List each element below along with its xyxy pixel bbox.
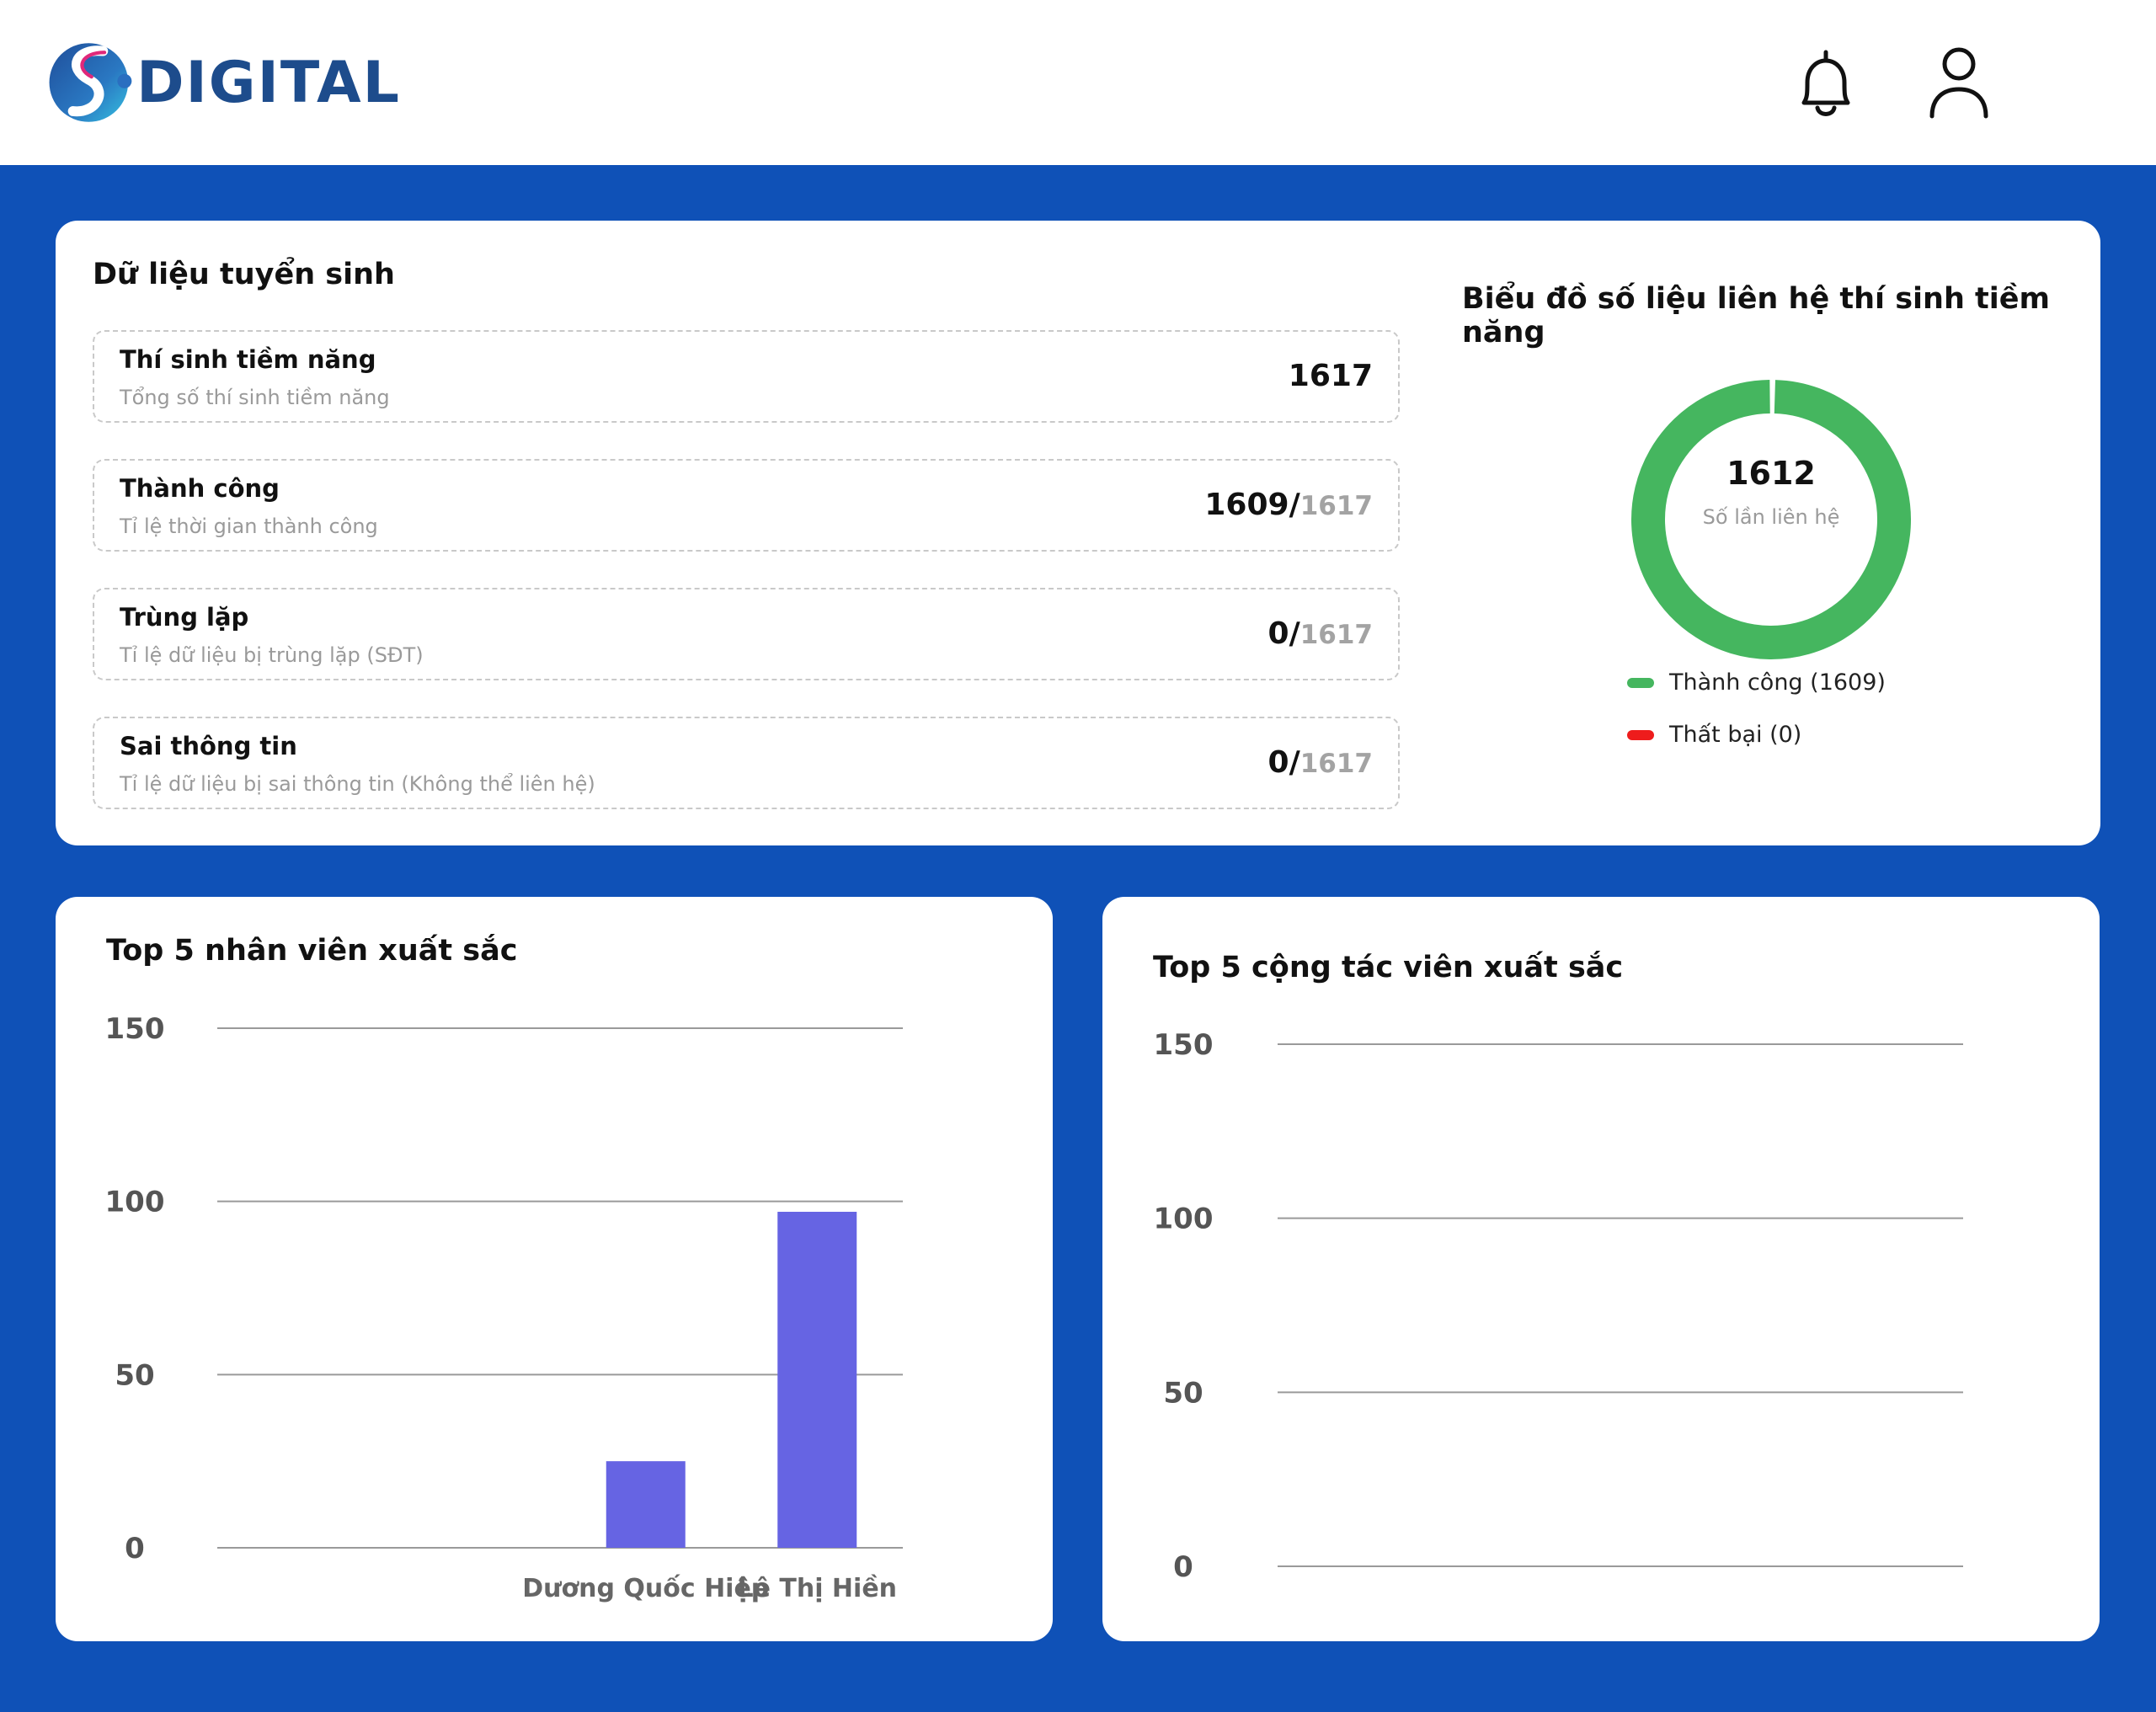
user-icon[interactable] [1925, 45, 1993, 121]
stat-title: Thành công [120, 474, 280, 503]
y-tick-label: 100 [1154, 1203, 1214, 1236]
legend-item-failure: Thất bại (0) [1627, 722, 1801, 748]
stat-wrong-info[interactable]: Sai thông tin Tỉ lệ dữ liệu bị sai thông… [93, 717, 1400, 809]
stat-count: 0/ [1267, 616, 1300, 651]
top-employees-card: Top 5 nhân viên xuất sắc 0 50 100 150 Dương … [56, 897, 1053, 1641]
top-collaborators-bar-chart: 0 50 100 150 [1154, 1028, 1963, 1584]
stat-value: 1609/1617 [1204, 488, 1373, 522]
stat-title: Sai thông tin [120, 732, 297, 760]
y-tick-label: 150 [105, 1012, 165, 1046]
y-tick-label: 50 [1163, 1376, 1203, 1410]
stat-title: Thí sinh tiềm năng [120, 345, 376, 374]
contact-donut-chart [1631, 380, 1911, 659]
stat-duplicate[interactable]: Trùng lặp Tỉ lệ dữ liệu bị trùng lặp (SĐ… [93, 588, 1400, 680]
stat-subtitle: Tổng số thí sinh tiềm năng [120, 386, 390, 409]
stat-success[interactable]: Thành công Tỉ lệ thời gian thành công 16… [93, 459, 1400, 552]
x-tick-label: Lê Thị Hiền [737, 1574, 897, 1603]
y-tick-label: 150 [1154, 1028, 1214, 1062]
brand-name: DIGITAL [136, 49, 401, 116]
legend-label: Thành công (1609) [1669, 669, 1886, 696]
y-tick-label: 50 [115, 1358, 154, 1392]
stat-subtitle: Tỉ lệ dữ liệu bị trùng lặp (SĐT) [120, 643, 424, 667]
stat-value: 0/1617 [1268, 745, 1373, 780]
stat-total: 1617 [1299, 749, 1373, 779]
donut-center-value: 1612 [1726, 455, 1816, 492]
legend-swatch [1627, 677, 1654, 688]
admissions-title: Dữ liệu tuyển sinh [93, 258, 395, 291]
stat-title: Trùng lặp [120, 603, 249, 632]
legend-label: Thất bại (0) [1669, 722, 1802, 748]
logo-mark-icon [49, 43, 132, 122]
y-tick-label: 0 [1173, 1550, 1193, 1584]
stat-total: 1617 [1299, 491, 1373, 521]
stat-count: 0/ [1267, 745, 1300, 780]
stat-potential-candidates[interactable]: Thí sinh tiềm năng Tổng số thí sinh tiềm… [93, 330, 1400, 423]
x-tick-label: Dương Quốc Hiệp [522, 1574, 769, 1603]
legend-item-success: Thành công (1609) [1627, 669, 1886, 696]
stat-total: 1617 [1299, 620, 1373, 650]
top-collaborators-card: Top 5 cộng tác viên xuất sắc 0 50 100 150 [1102, 897, 2100, 1641]
stat-subtitle: Tỉ lệ thời gian thành công [120, 515, 378, 538]
donut-slice-success[interactable] [1631, 380, 1911, 659]
bar[interactable] [606, 1461, 686, 1548]
legend-swatch [1627, 729, 1654, 740]
stat-count: 1617 [1288, 359, 1373, 393]
admissions-card: Dữ liệu tuyển sinh Thí sinh tiềm năng Tổ… [56, 221, 2100, 845]
top-collaborators-title: Top 5 cộng tác viên xuất sắc [1153, 951, 1624, 984]
y-tick-label: 100 [105, 1186, 165, 1219]
contact-chart-title: Biểu đồ số liệu liên hệ thí sinh tiềm nă… [1462, 282, 2050, 349]
top-header: DIGITAL [0, 0, 2156, 165]
bar[interactable] [777, 1212, 857, 1548]
donut-center-label: Số lần liên hệ [1702, 505, 1840, 529]
bell-icon[interactable] [1792, 47, 1860, 123]
top-employees-title: Top 5 nhân viên xuất sắc [106, 934, 518, 968]
stat-count: 1609/ [1204, 488, 1300, 522]
stat-value: 0/1617 [1268, 616, 1373, 651]
stat-value: 1617 [1289, 359, 1373, 393]
y-tick-label: 0 [125, 1532, 145, 1565]
brand-logo[interactable]: DIGITAL [47, 32, 401, 133]
stat-subtitle: Tỉ lệ dữ liệu bị sai thông tin (Không th… [120, 772, 595, 796]
